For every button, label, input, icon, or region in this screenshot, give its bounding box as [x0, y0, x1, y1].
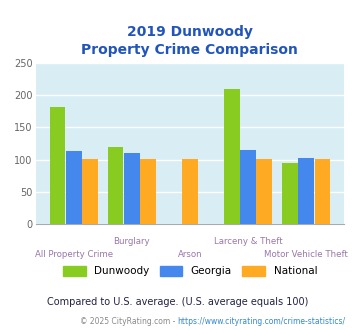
Bar — [66, 151, 82, 224]
Text: Burglary: Burglary — [114, 237, 150, 246]
Bar — [298, 158, 314, 224]
Bar — [256, 159, 272, 224]
Bar — [282, 163, 298, 224]
Bar — [140, 159, 156, 224]
Bar — [108, 147, 124, 224]
Bar — [224, 88, 240, 224]
Text: © 2025 CityRating.com -: © 2025 CityRating.com - — [80, 317, 178, 326]
Text: Motor Vehicle Theft: Motor Vehicle Theft — [264, 250, 348, 259]
Text: All Property Crime: All Property Crime — [34, 250, 113, 259]
Bar — [82, 159, 98, 224]
Legend: Dunwoody, Georgia, National: Dunwoody, Georgia, National — [59, 262, 321, 280]
Title: 2019 Dunwoody
Property Crime Comparison: 2019 Dunwoody Property Crime Comparison — [82, 25, 298, 57]
Text: Larceny & Theft: Larceny & Theft — [214, 237, 282, 246]
Bar — [50, 107, 65, 224]
Text: Arson: Arson — [178, 250, 202, 259]
Bar — [182, 159, 198, 224]
Bar — [315, 159, 330, 224]
Text: https://www.cityrating.com/crime-statistics/: https://www.cityrating.com/crime-statist… — [178, 317, 346, 326]
Bar — [124, 153, 140, 224]
Text: Compared to U.S. average. (U.S. average equals 100): Compared to U.S. average. (U.S. average … — [47, 297, 308, 307]
Bar — [240, 150, 256, 224]
